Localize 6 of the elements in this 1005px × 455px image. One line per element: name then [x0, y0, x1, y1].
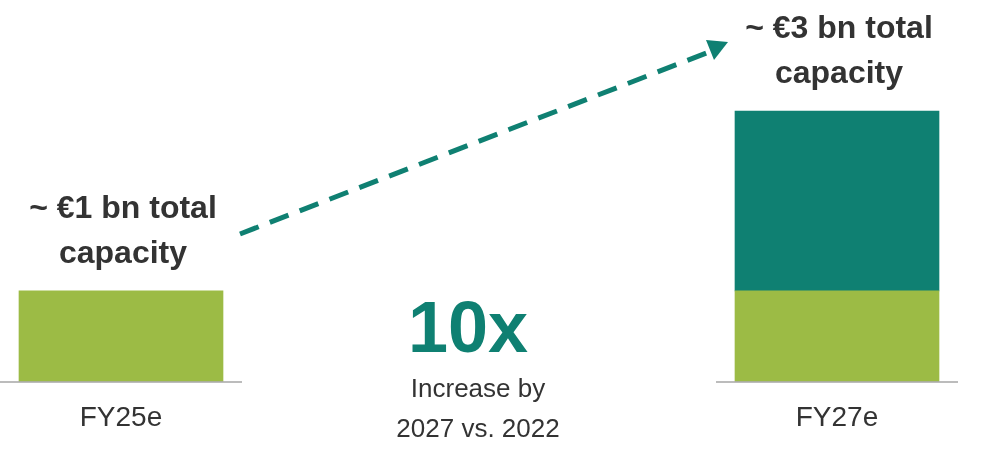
x-tick-label: FY25e [79, 400, 163, 432]
annotation: 10x [407, 287, 529, 367]
annotation: ~ €1 bn total capacity [29, 188, 217, 270]
x-tick-label: FY27e [795, 400, 879, 432]
text: ~ €3 bn total capacity [745, 9, 933, 90]
annotation: Increase by 2027 vs. 2022 [396, 373, 560, 443]
